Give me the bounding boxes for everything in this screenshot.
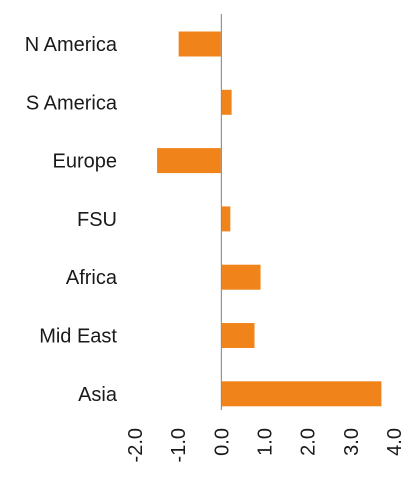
category-label-n-america: N America bbox=[25, 34, 118, 56]
x-tick-label: 4.0 bbox=[384, 428, 406, 456]
category-label-s-america: S America bbox=[26, 92, 118, 114]
category-label-fsu: FSU bbox=[77, 209, 117, 231]
bar-asia bbox=[220, 380, 383, 408]
category-label-europe: Europe bbox=[53, 151, 118, 173]
x-tick-5: 3.0 bbox=[341, 428, 363, 456]
bars-layer bbox=[156, 30, 383, 408]
bar-mid-east bbox=[220, 322, 256, 349]
x-tick-label: 1.0 bbox=[255, 428, 277, 456]
category-labels-layer: N America S America Europe FSU Africa Mid Eas… bbox=[25, 34, 118, 406]
bar-africa bbox=[220, 263, 262, 291]
x-tick-2: 0.0 bbox=[211, 428, 233, 456]
x-tick-6: 4.0 bbox=[384, 428, 406, 456]
bar-s-america bbox=[220, 88, 233, 116]
x-ticks-layer: -2.0 -1.0 0.0 1.0 2.0 3.0 4.0 bbox=[125, 428, 406, 462]
x-tick-1: -1.0 bbox=[168, 428, 190, 462]
x-tick-label: 2.0 bbox=[298, 428, 320, 456]
x-tick-label: 3.0 bbox=[341, 428, 363, 456]
x-tick-3: 1.0 bbox=[255, 428, 277, 456]
bar-europe bbox=[156, 147, 222, 175]
x-tick-label: -1.0 bbox=[168, 428, 190, 462]
x-tick-4: 2.0 bbox=[298, 428, 320, 456]
category-label-asia: Asia bbox=[78, 384, 118, 406]
bar-n-america bbox=[177, 30, 222, 58]
x-tick-label: 0.0 bbox=[211, 428, 233, 456]
x-tick-0: -2.0 bbox=[125, 428, 147, 462]
category-label-mid-east: Mid East bbox=[39, 326, 117, 348]
x-tick-label: -2.0 bbox=[125, 428, 147, 462]
category-label-africa: Africa bbox=[66, 267, 118, 289]
bar-fsu bbox=[220, 205, 232, 233]
